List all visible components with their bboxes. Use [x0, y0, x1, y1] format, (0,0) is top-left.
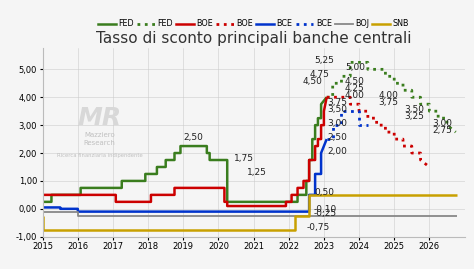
Text: 3,25: 3,25: [405, 112, 425, 121]
Text: -0,25: -0,25: [314, 209, 337, 218]
Text: 4,75: 4,75: [309, 70, 329, 79]
Text: 4,25: 4,25: [345, 84, 365, 93]
Title: Tasso di sconto principali banche centrali: Tasso di sconto principali banche centra…: [96, 31, 411, 46]
Text: 2,50: 2,50: [328, 133, 347, 142]
Text: 1,75: 1,75: [234, 154, 254, 162]
Text: 3,75: 3,75: [328, 98, 347, 107]
Text: 4,50: 4,50: [302, 77, 322, 86]
Text: 3,75: 3,75: [378, 98, 398, 107]
Text: 2,75: 2,75: [432, 126, 452, 135]
Text: Mazziero
Research: Mazziero Research: [84, 132, 116, 146]
Text: 3,50: 3,50: [405, 105, 425, 114]
Text: 5,00: 5,00: [345, 63, 365, 72]
Text: 2,00: 2,00: [328, 147, 347, 155]
Text: 3,00: 3,00: [328, 119, 347, 128]
Text: 3,50: 3,50: [328, 105, 347, 114]
Text: Ricerca finanziaria indipendente: Ricerca finanziaria indipendente: [57, 153, 143, 158]
Text: 3,00: 3,00: [432, 119, 452, 128]
Text: 4,50: 4,50: [345, 77, 365, 86]
Text: -0,10: -0,10: [314, 205, 337, 214]
Legend: FED, FED, BOE, BOE, BCE, BCE, BOJ, SNB: FED, FED, BOE, BOE, BCE, BCE, BOJ, SNB: [97, 19, 410, 29]
Text: 4,00: 4,00: [345, 91, 365, 100]
Text: 5,25: 5,25: [314, 56, 334, 65]
Text: 0,50: 0,50: [314, 188, 334, 197]
Text: MR: MR: [78, 106, 122, 130]
Text: -0,75: -0,75: [307, 223, 330, 232]
Text: 2,50: 2,50: [183, 133, 203, 142]
Text: 4,00: 4,00: [378, 91, 398, 100]
Text: 1,25: 1,25: [246, 168, 266, 176]
